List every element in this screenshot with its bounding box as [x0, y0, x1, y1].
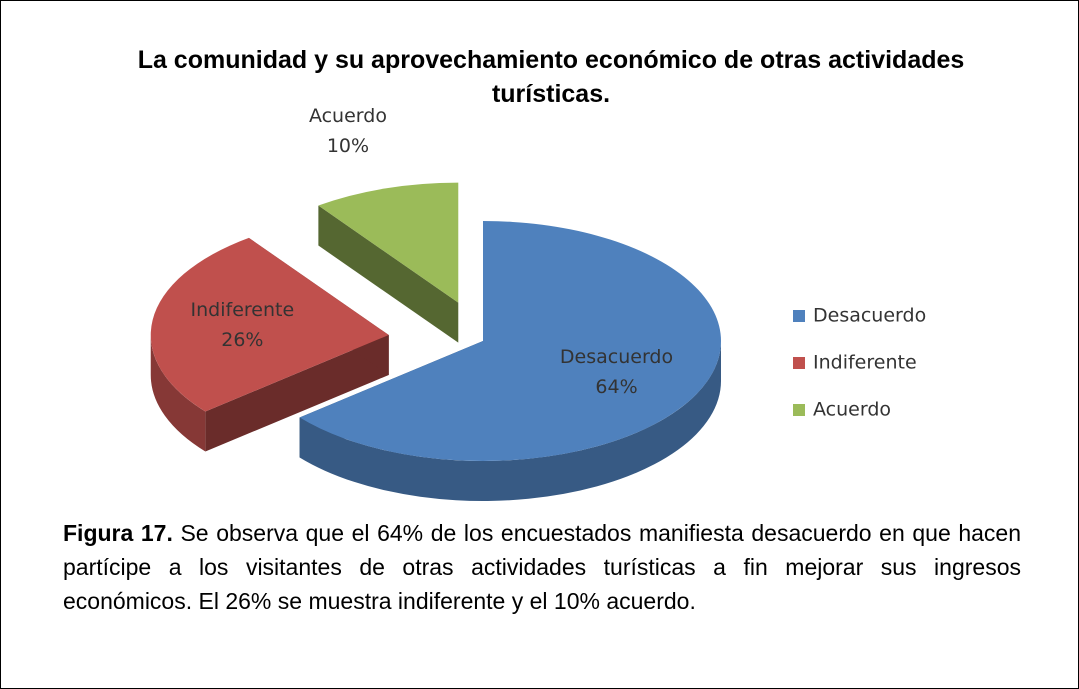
slice	[318, 182, 459, 303]
caption-text: Se observa que el 64% de los encuestados…	[63, 520, 1021, 614]
data-label-name: Acuerdo	[309, 105, 387, 127]
legend-swatch	[793, 310, 805, 322]
slice-wall	[150, 334, 206, 452]
data-label-value: 10%	[327, 135, 369, 157]
slice-wall	[299, 341, 721, 502]
caption-label: Figura 17.	[63, 520, 173, 546]
legend-label: Desacuerdo	[813, 305, 926, 327]
chart-title: La comunidad y su aprovechamiento económ…	[137, 46, 965, 108]
caption: Figura 17. Se observa que el 64% de los …	[63, 516, 1021, 618]
slice-side	[205, 334, 389, 452]
data-label-value: 26%	[221, 329, 263, 351]
legend-label: Acuerdo	[813, 399, 891, 421]
data-label-value: 64%	[595, 376, 637, 398]
slice-side	[318, 205, 459, 343]
legend-swatch	[793, 404, 805, 416]
slice	[150, 237, 389, 412]
data-label-name: Desacuerdo	[560, 346, 673, 368]
legend-label: Indiferente	[813, 352, 917, 374]
data-label-name: Indiferente	[191, 299, 295, 321]
slice	[299, 221, 721, 462]
legend-swatch	[793, 357, 805, 369]
